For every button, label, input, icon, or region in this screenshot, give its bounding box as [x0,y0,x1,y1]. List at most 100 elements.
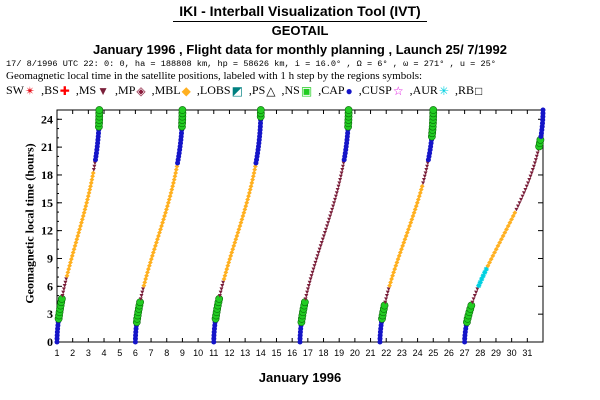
legend-symbol-bs-icon: ✚ [59,83,70,98]
orbit-point-ms [316,250,321,255]
orbit-point-ms [514,207,519,212]
orbit-point-mbl [393,263,399,269]
orbit-point-mbl [84,200,90,206]
orbit-point-mbl [172,173,178,179]
x-tick-label: 10 [193,348,203,358]
orbit-point-mbl [246,190,252,196]
orbit-point-ms [315,254,320,258]
x-tick-label: 15 [271,348,281,358]
orbit-point-mbl [166,197,172,202]
y-tick-label: 0 [47,335,53,349]
orbit-point-ms [219,287,224,291]
orbit-point-mbl [500,233,506,239]
orbit-point-mbl [85,193,91,199]
x-tick-label: 11 [209,348,218,358]
orbit-point-mbl [392,266,398,272]
orbit-point-mbl [250,177,255,182]
orbit-6 [462,107,546,345]
orbit-point-mbl [150,250,156,255]
orbit-point-ms [338,178,343,182]
legend-label: ,CUSP [358,83,392,97]
orbit-point-ms [307,280,312,285]
orbit-point-mbl [495,243,501,249]
legend-symbol-sw-icon: ✴ [25,83,36,98]
orbit-point-ms [318,244,323,248]
y-tick-label: 12 [41,224,53,238]
x-tick-label: 5 [117,348,122,358]
orbit-point-mbl [66,266,72,272]
orbit-point-ms [305,290,310,295]
orbit-1 [54,106,104,345]
orbit-point-ms [325,224,330,228]
x-tick-label: 3 [86,348,91,358]
orbit-point-mbl [73,240,79,245]
orbit-point-mbl [241,210,247,216]
orbit-point-mbl [141,283,147,289]
legend-item-cap: ,CAP ● [318,83,359,98]
legend-symbol-mbl-icon: ◆ [181,83,191,98]
orbit-point-mbl [151,246,157,252]
orbit-point-ms [62,284,67,288]
x-tick-label: 9 [180,348,185,358]
legend-label: ,MBL [151,83,181,97]
orbit-point-ms [332,201,337,205]
orbit-point-ms [529,171,534,175]
legend-item-lobs: ,LOBS ◩ [197,83,249,98]
orbit-point-aur [476,283,482,289]
chart-heading: January 1996 , Flight data for monthly p… [93,42,507,57]
orbit-point-ms [63,280,68,285]
orbit-point-mbl [167,193,173,199]
orbit-point-mbl [88,183,93,189]
legend-label: ,MS [75,83,97,97]
orbit-point-ms [303,297,308,301]
orbit-point-aur [480,273,486,279]
orbit-point-ms [425,161,430,166]
orbit-point-ms [329,211,334,215]
y-tick-label: 9 [47,251,53,265]
orbit-point-ms [332,197,337,202]
y-tick-label: 18 [41,168,53,182]
orbit-point-ms [305,287,310,291]
x-tick-label: 30 [507,348,517,358]
orbit-point-mbl [245,197,251,202]
orbit-point-ms [421,181,426,185]
orbit-point-ms [335,187,340,192]
x-tick-label: 4 [102,348,107,358]
orbit-point-ms [317,247,322,252]
chart-title: IKI - Interball Visualization Tool (IVT) [179,3,421,19]
orbit-5 [377,106,438,345]
orbit-point-mbl [82,207,88,212]
x-tick-label: 24 [413,348,423,358]
orbit-point-ms [524,184,529,189]
y-axis-label: Geomagnetic local time (hours) [22,143,37,304]
orbit-point-mbl [170,183,176,189]
orbit-point-mbl [225,263,231,269]
x-tick-label: 14 [256,348,266,358]
orbit-point-mbl [83,203,89,209]
title-underline [173,21,427,22]
orbit-point-mbl [400,243,406,249]
orbit-point-mbl [173,170,179,176]
orbit-point-mbl [396,253,402,259]
orbit-point-ms [92,161,97,166]
orbit-point-ms [139,294,144,298]
orbit-point-ms [535,151,540,156]
x-tick-label: 16 [287,348,297,358]
orbit-point-ms [326,221,331,225]
orbit-point-ms [471,297,476,301]
orbit-point-mbl [78,223,83,229]
orbit-point-ms [319,240,324,245]
orbit-point-ms [333,194,338,199]
x-tick-label: 26 [444,348,454,358]
legend-label: ,PS [248,83,266,97]
orbit-point-ms [330,207,335,212]
orbit-parameters: 17/ 8/1996 UTC 22: 0: 0, ha = 188808 km,… [6,59,496,69]
legend-label: SW [6,83,24,97]
orbit-point-ms [334,191,339,195]
orbit-point-ms [217,294,222,298]
orbit-point-mbl [509,216,514,222]
orbit-point-mbl [77,226,83,232]
orbit-point-ms [421,178,426,182]
orbit-point-mbl [64,273,70,279]
orbit-point-ms [528,174,533,179]
